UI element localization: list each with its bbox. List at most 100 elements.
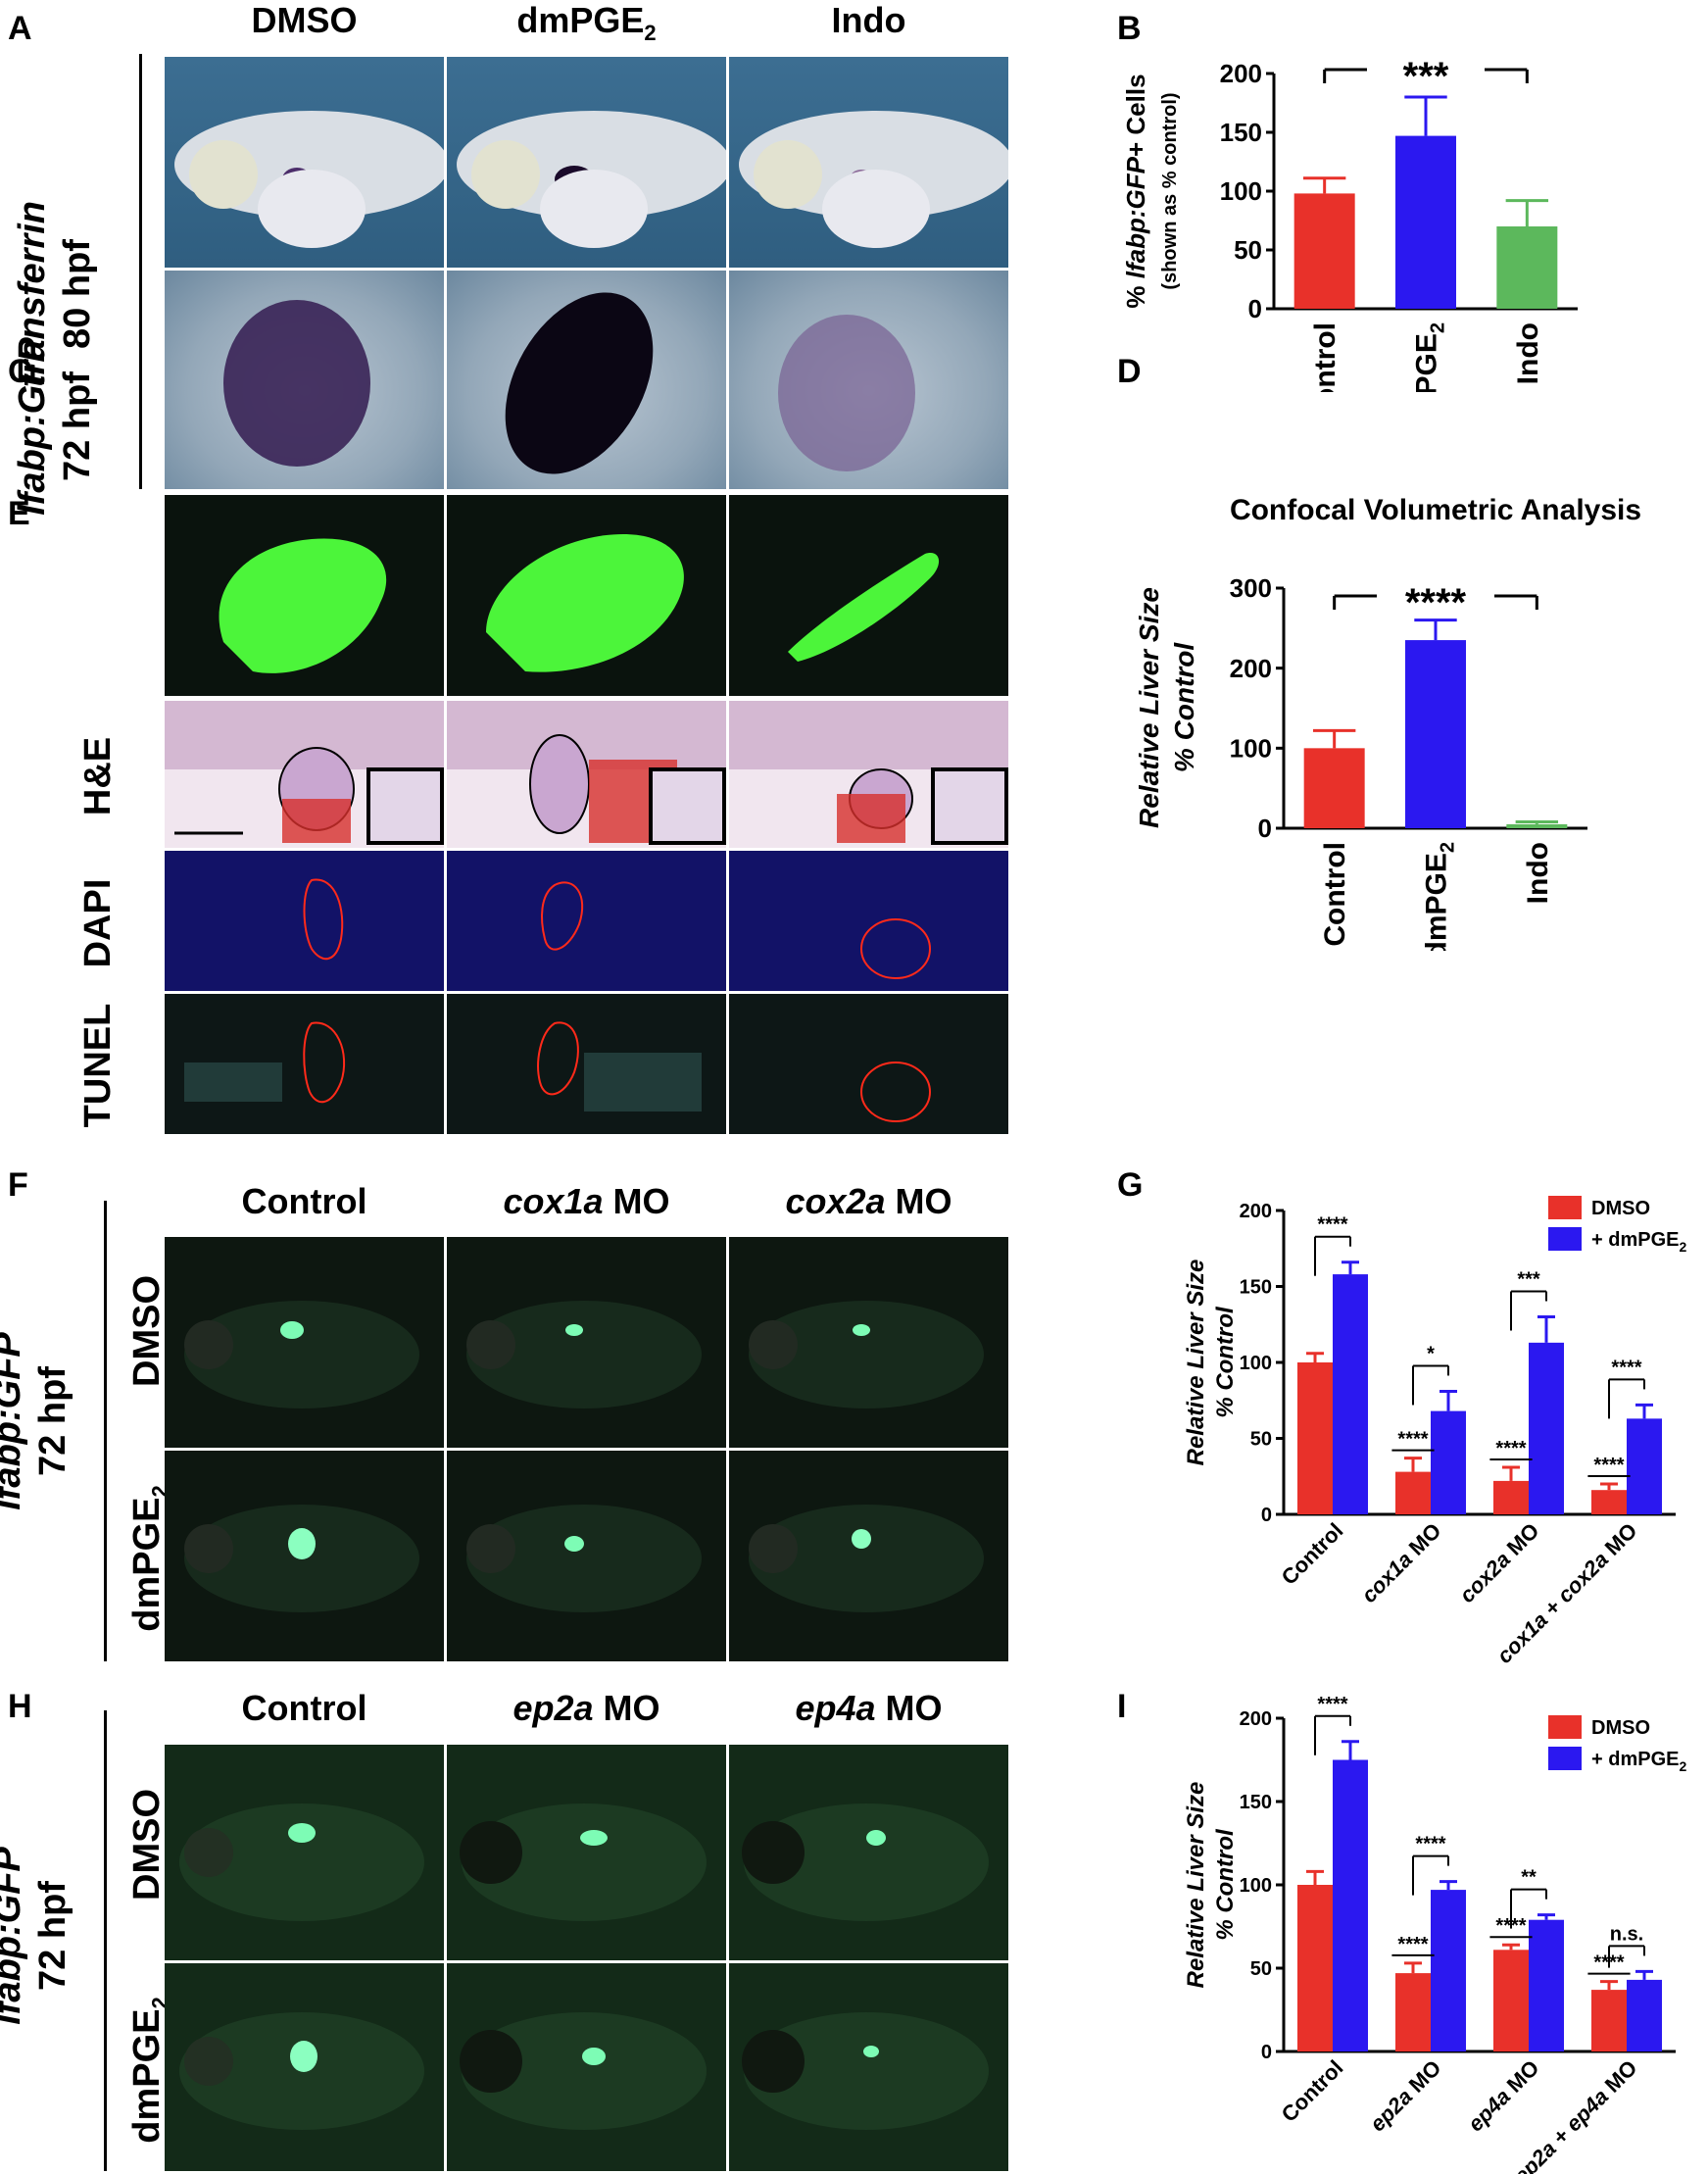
y-tick-label: 100 xyxy=(1220,176,1262,206)
bar-dmpge xyxy=(1395,135,1456,309)
x-tick-part: cox2a xyxy=(1548,1547,1613,1611)
panel-e-he-dmso xyxy=(165,701,444,848)
panel-h-image-control-dmpge2 xyxy=(165,1963,444,2171)
y-tick-label: 300 xyxy=(1230,573,1272,603)
panel-f-col-cox2a: cox2a MO xyxy=(729,1181,1008,1222)
x-tick-label: ep4a MO xyxy=(1463,2055,1544,2137)
y-tick-label: 100 xyxy=(1240,1353,1272,1374)
x-tick-label: Indo xyxy=(1512,322,1544,384)
panel-c-image-indo xyxy=(729,495,1008,696)
bar-dmpge2 xyxy=(1333,1759,1368,2051)
y-axis-label-line2: % Control xyxy=(1169,642,1199,772)
chart-d: 0 100 200 300 Control dmPGE2 Indo **** Confocal … xyxy=(1134,494,1641,951)
panel-h-image-ep2a-dmpge2 xyxy=(447,1963,726,2171)
y-tick-label: 150 xyxy=(1220,118,1262,147)
pair-significance: *** xyxy=(1517,1269,1540,1291)
control-significance: **** xyxy=(1495,1915,1526,1937)
x-tick-label: cox2a MO xyxy=(1454,1518,1543,1607)
legend-label-text: DMSO xyxy=(1591,1717,1650,1739)
y-axis-label-line2: % Control xyxy=(1212,1306,1239,1418)
chart-title: Confocal Volumetric Analysis xyxy=(1230,494,1641,526)
y-tick-label: 200 xyxy=(1240,1201,1272,1222)
x-tick-label: Control xyxy=(1277,1518,1348,1590)
panel-a-image-indo xyxy=(729,57,1008,268)
x-tick-sub: 2 xyxy=(1428,322,1449,333)
panel-f-image-cox1a-dmso xyxy=(447,1237,726,1448)
x-tick-label: Indo xyxy=(1522,842,1554,904)
bar-dmso xyxy=(1493,1480,1529,1514)
panel-f-col-cox2a-gene: cox2a xyxy=(785,1181,886,1221)
panel-e-row-tunel: TUNEL xyxy=(77,1003,119,1128)
legend-label-text: DMSO xyxy=(1591,1198,1650,1219)
panel-h-col-ep2a-gene: ep2a xyxy=(512,1688,594,1728)
panel-e-tunel-dmso xyxy=(165,994,444,1134)
panel-h-side-label-stage: 72 hpf xyxy=(32,1881,73,1991)
x-tick-label: Control xyxy=(1309,322,1342,392)
legend-label: + dmPGE2 xyxy=(1591,1749,1686,1774)
legend-swatch-dmpge2 xyxy=(1548,1747,1582,1770)
panel-a-zoom-indo xyxy=(729,271,1008,489)
x-tick-label: cox1a MO xyxy=(1356,1518,1445,1607)
bar-dmso xyxy=(1297,1885,1333,2051)
legend-label-sub: 2 xyxy=(1679,1758,1686,1774)
control-significance: **** xyxy=(1495,1438,1526,1459)
significance-bg xyxy=(1377,580,1494,610)
bar-dmpge2 xyxy=(1529,1919,1564,2051)
panel-f-col-cox1a-gene: cox1a xyxy=(503,1181,604,1221)
panel-h-row-dmso: DMSO xyxy=(126,1789,168,1901)
x-tick-label: Control xyxy=(1277,2055,1348,2127)
control-significance: **** xyxy=(1397,1934,1428,1955)
panel-c-image-dmpge2 xyxy=(447,495,726,696)
legend-label-text: + dmPGE xyxy=(1591,1229,1679,1251)
significance-label: **** xyxy=(1405,581,1467,624)
panel-h-divider xyxy=(104,1710,107,2171)
x-tick-part: Control xyxy=(1277,2055,1348,2127)
y-tick-label: 0 xyxy=(1261,1505,1272,1526)
panel-h-col-control: Control xyxy=(241,1688,367,1728)
panel-f-image-cox2a-dmso xyxy=(729,1237,1008,1448)
panel-f-row-dmpge-text: dmPGE xyxy=(126,1497,168,1632)
panel-f-col-cox1a-suffix: MO xyxy=(603,1181,670,1221)
x-tick-text: Control xyxy=(1319,842,1351,947)
panel-e-dapi-indo xyxy=(729,851,1008,991)
y-tick-label: 150 xyxy=(1240,1277,1272,1299)
panel-f-side-label-line: lfabp:GFP xyxy=(0,1332,28,1510)
panel-letter-g: G xyxy=(1117,1166,1144,1204)
y-tick-label: 150 xyxy=(1240,1792,1272,1813)
panel-e-tunel-indo xyxy=(729,994,1008,1134)
panel-a-zoom-dmpge2 xyxy=(447,271,726,489)
y-tick-label: 200 xyxy=(1240,1708,1272,1730)
panel-f-col-cox2a-suffix: MO xyxy=(885,1181,952,1221)
bar-dmpge2 xyxy=(1627,1418,1662,1514)
panel-f-image-control-dmpge2 xyxy=(165,1451,444,1661)
panel-e-row-dapi: DAPI xyxy=(77,878,119,968)
panel-e-he-indo xyxy=(729,701,1008,848)
y-axis-sublabel: (shown as % control) xyxy=(1159,92,1181,289)
panel-f-image-cox1a-dmpge2 xyxy=(447,1451,726,1661)
chart-i: 0 50 100 150 200 **** Control **** **** ep2a MO **… xyxy=(1183,1694,1686,2174)
x-tick-text: Control xyxy=(1309,322,1342,392)
bar-dmso xyxy=(1591,1490,1627,1514)
panel-a-col-dmpge2: dmPGE2 xyxy=(447,0,726,46)
significance-bg xyxy=(1367,54,1485,83)
panel-e-dapi-dmso xyxy=(165,851,444,991)
panel-letter-c: C xyxy=(8,353,32,390)
control-significance: **** xyxy=(1397,1429,1428,1451)
panel-h-row-dmpge-text: dmPGE xyxy=(126,2008,168,2144)
y-tick-label: 200 xyxy=(1230,654,1272,683)
y-axis-label: Relative Liver Size xyxy=(1183,1782,1209,1989)
y-axis-label-italic: lfabp:GFP xyxy=(1121,156,1150,278)
y-tick-label: 50 xyxy=(1250,1429,1272,1451)
y-axis-label-post: + Cells xyxy=(1121,74,1150,157)
bar-dmso xyxy=(1395,1973,1431,2051)
panel-a-divider xyxy=(139,54,142,489)
panel-e-dapi-dmpge2 xyxy=(447,851,726,991)
panel-a-zoom-dmso xyxy=(165,271,444,489)
y-tick-label: 100 xyxy=(1240,1875,1272,1897)
legend-label: + dmPGE2 xyxy=(1591,1229,1686,1255)
panel-a-col-dmso: DMSO xyxy=(251,0,358,40)
y-tick-label: 50 xyxy=(1250,1958,1272,1980)
panel-h-col-ep4a: ep4a MO xyxy=(729,1688,1008,1729)
